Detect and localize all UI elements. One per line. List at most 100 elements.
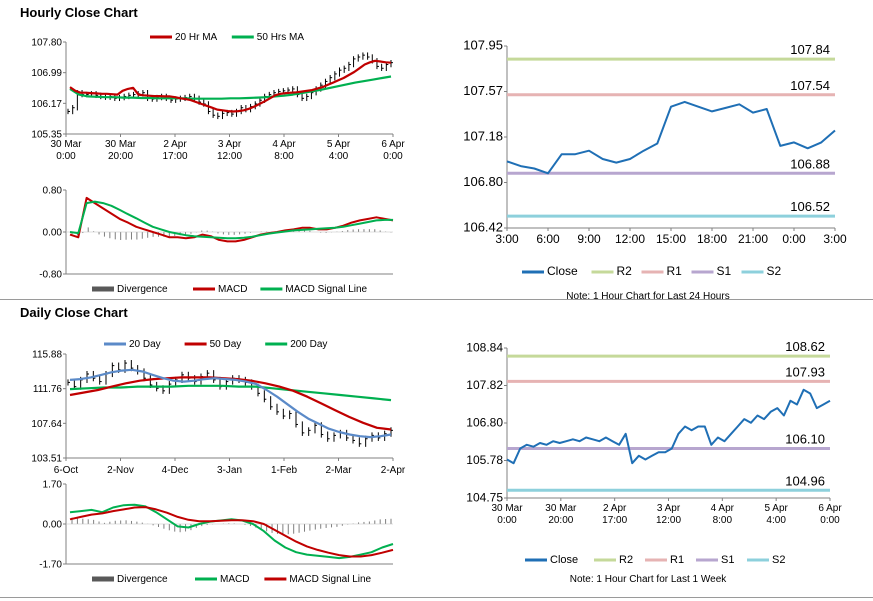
daily-price-xtick-label: 2-Nov [107, 465, 134, 476]
hourly-price-ytick-label: 106.99 [31, 68, 62, 79]
hourly-levels-xtick-label: 6:00 [536, 232, 560, 246]
daily-ma20-line [69, 368, 392, 439]
daily-levels-level-label-s2: 104.96 [785, 473, 825, 488]
hourly-levels-xtick-label: 15:00 [656, 232, 686, 246]
daily-price-legend-label: 50 Day [210, 339, 242, 350]
daily-levels-level-label-r1: 107.93 [785, 364, 825, 379]
hourly-price-xtick-label: 4:00 [329, 151, 349, 162]
daily-ma200-line [69, 384, 392, 402]
daily-macd-macd-line [69, 503, 394, 560]
hourly-levels-xtick-label: 12:00 [615, 232, 645, 246]
hourly-price-ytick-label: 107.80 [31, 38, 62, 49]
hourly-macd-ytick-label: 0.80 [43, 186, 63, 197]
hourly-macd-ytick-label: 0.00 [43, 228, 63, 239]
hourly-levels-xtick-label: 21:00 [738, 232, 768, 246]
daily-section-title: Daily Close Chart [20, 305, 128, 320]
daily-levels-xtick-label: 30 Mar [491, 503, 523, 514]
daily-macd-ytick-label: 0.00 [43, 520, 63, 531]
hourly-levels-level-label-s2: 106.52 [790, 199, 830, 214]
hourly-price-legend-label: 20 Hr MA [175, 32, 218, 43]
hourly-levels-ytick-label: 107.18 [463, 129, 503, 144]
daily-levels-xtick-label: 12:00 [656, 515, 681, 526]
hourly-levels-level-label-r2: 107.84 [790, 42, 830, 57]
daily-levels-close-line [506, 388, 831, 465]
hourly-price-xtick-label: 4 Apr [272, 139, 296, 150]
daily-levels-legend-label: R2 [619, 554, 633, 566]
daily-levels-ytick-label: 107.82 [466, 378, 503, 392]
hourly-price-xtick-label: 3 Apr [218, 139, 242, 150]
hourly-levels-note: Note: 1 Hour Chart for Last 24 Hours [566, 291, 729, 302]
daily-macd-signal-line [69, 506, 394, 558]
hourly-levels-level-label-s1: 106.88 [790, 156, 830, 171]
hourly-price-xtick-label: 6 Apr [381, 139, 405, 150]
daily-levels-ytick-label: 108.84 [466, 341, 503, 355]
hourly-levels-level-label-r1: 107.54 [790, 78, 830, 93]
daily-levels-ytick-label: 106.80 [466, 416, 503, 430]
hourly-macd-legend-label: MACD Signal Line [285, 284, 367, 295]
daily-price-legend-label: 200 Day [290, 339, 327, 350]
daily-price-ytick-label: 111.76 [33, 384, 63, 395]
hourly-levels-xtick-label: 18:00 [697, 232, 727, 246]
daily-price-xtick-label: 6-Oct [54, 465, 79, 476]
hourly-levels-xtick-label: 9:00 [577, 232, 601, 246]
hourly-price-legend-label: 50 Hrs MA [257, 32, 305, 43]
hourly-macd-ytick-label: -0.80 [39, 270, 62, 281]
hourly-macd-macd-line [69, 196, 394, 243]
daily-price-ytick-label: 107.64 [31, 419, 62, 430]
daily-levels-legend-label: S2 [772, 554, 785, 566]
hourly-price-xtick-label: 8:00 [274, 151, 294, 162]
daily-price-ytick-label: 103.51 [31, 454, 62, 465]
hourly-price-xtick-label: 17:00 [162, 151, 187, 162]
hourly-macd-legend-label: Divergence [117, 284, 168, 295]
hourly-levels-ytick-label: 106.42 [463, 220, 503, 235]
daily-price-legend-label: 20 Day [129, 339, 161, 350]
daily-price-xtick-label: 4-Dec [162, 465, 189, 476]
hourly-levels-legend-label: S1 [717, 264, 732, 278]
daily-price-ytick-label: 115.88 [32, 350, 62, 361]
daily-levels-xtick-label: 0:00 [497, 515, 517, 526]
hourly-levels-close-line [506, 100, 836, 175]
hourly-price-xtick-label: 5 Apr [327, 139, 351, 150]
hourly-levels-legend-label: R1 [667, 264, 683, 278]
hourly-levels-legend-label: Close [547, 264, 578, 278]
hourly-levels-xtick-label: 0:00 [782, 232, 806, 246]
hourly-levels-legend-label: S2 [767, 264, 782, 278]
daily-levels-xtick-label: 2 Apr [603, 503, 627, 514]
hourly-levels-ytick-label: 106.80 [463, 174, 503, 189]
bottom-divider [0, 597, 873, 598]
daily-levels-legend-label: Close [550, 554, 578, 566]
hourly-ma20-line [69, 59, 392, 113]
daily-levels-xtick-label: 4:00 [766, 515, 786, 526]
daily-levels-xtick-label: 0:00 [820, 515, 840, 526]
hourly-levels-xtick-label: 3:00 [495, 232, 519, 246]
daily-price-xtick-label: 3-Jan [217, 465, 242, 476]
hourly-price-xtick-label: 0:00 [56, 151, 76, 162]
daily-levels-level-label-s1: 106.10 [785, 431, 825, 446]
daily-levels-xtick-label: 30 Mar [545, 503, 577, 514]
hourly-price-xtick-label: 30 Mar [105, 139, 137, 150]
hourly-levels-ytick-label: 107.95 [463, 38, 503, 53]
daily-levels-xtick-label: 20:00 [548, 515, 573, 526]
hourly-section-title: Hourly Close Chart [20, 5, 138, 20]
hourly-price-xtick-label: 0:00 [383, 151, 403, 162]
daily-levels-xtick-label: 6 Apr [818, 503, 842, 514]
daily-price-xtick-label: 2-Apr [381, 465, 406, 476]
daily-levels-xtick-label: 8:00 [713, 515, 733, 526]
daily-levels-note: Note: 1 Hour Chart for Last 1 Week [570, 574, 728, 585]
hourly-price-xtick-label: 12:00 [217, 151, 242, 162]
daily-macd-legend-label: Divergence [117, 574, 168, 585]
daily-levels-legend-label: S1 [721, 554, 734, 566]
hourly-macd-legend-label: MACD [218, 284, 247, 295]
hourly-price-xtick-label: 2 Apr [163, 139, 187, 150]
daily-levels-xtick-label: 5 Apr [764, 503, 788, 514]
hourly-price-xtick-label: 20:00 [108, 151, 133, 162]
hourly-ma50-line [69, 75, 392, 100]
hourly-price-xtick-label: 30 Mar [50, 139, 82, 150]
daily-macd-ytick-label: -1.70 [39, 560, 62, 571]
daily-macd-legend-label: MACD Signal Line [289, 574, 371, 585]
section-divider [0, 299, 873, 300]
daily-levels-xtick-label: 4 Apr [711, 503, 735, 514]
daily-price-xtick-label: 1-Feb [271, 465, 298, 476]
hourly-levels-xtick-label: 3:00 [823, 232, 847, 246]
hourly-levels-ytick-label: 107.57 [463, 83, 503, 98]
